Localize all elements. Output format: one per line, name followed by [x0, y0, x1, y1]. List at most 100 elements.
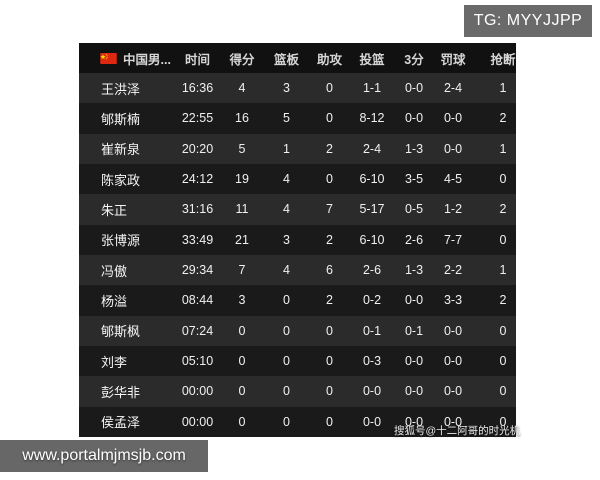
col-header-fg: 投篮	[359, 52, 385, 67]
table-row[interactable]: 郇斯楠 22:55 16 5 0 8-12 0-0 0-0 2	[79, 103, 516, 134]
assists-cell: 6	[326, 263, 333, 278]
time-cell: 08:44	[181, 293, 214, 308]
fg-cell: 0-0	[362, 384, 382, 399]
time-cell: 07:24	[181, 323, 214, 338]
rebounds-cell: 1	[283, 141, 290, 156]
table-row[interactable]: 彭华非 00:00 0 0 0 0-0 0-0 0-0 0	[79, 376, 516, 407]
ft-cell: 3-3	[443, 293, 463, 308]
table-row[interactable]: 张博源 33:49 21 3 2 6-10 2-6 7-7 0	[79, 224, 516, 255]
player-name-cell: 崔新泉	[101, 142, 141, 158]
3pt-cell: 0-0	[404, 293, 424, 308]
points-cell: 5	[238, 141, 246, 156]
ft-cell: 4-5	[443, 172, 463, 187]
fg-cell: 6-10	[359, 172, 385, 187]
col-header-assists: 助攻	[316, 52, 342, 67]
rebounds-cell: 4	[283, 263, 290, 278]
ft-cell: 0-0	[443, 111, 463, 126]
player-name-cell: 朱正	[101, 202, 128, 218]
assists-cell: 2	[326, 232, 333, 247]
player-name-cell: 彭华非	[101, 384, 141, 400]
rebounds-cell: 0	[283, 323, 290, 338]
tg-watermark-badge: TG: MYYJJPP	[464, 5, 592, 37]
team-header-cell: 中国男...	[79, 49, 175, 68]
fg-cell: 5-17	[359, 202, 385, 217]
rebounds-cell: 0	[283, 293, 290, 308]
3pt-cell: 0-1	[404, 323, 424, 338]
time-cell: 33:49	[181, 232, 214, 247]
points-cell: 11	[235, 202, 249, 217]
steals-cell: 2	[499, 202, 507, 217]
fg-cell: 6-10	[359, 232, 385, 247]
ft-cell: 0-0	[443, 141, 463, 156]
table-row[interactable]: 陈家政 24:12 19 4 0 6-10 3-5 4-5 0	[79, 163, 516, 195]
assists-cell: 0	[326, 111, 333, 126]
tg-watermark-label: TG: MYYJJPP	[473, 12, 583, 29]
assists-cell: 0	[326, 172, 333, 187]
table-row[interactable]: 杨溢 08:44 3 0 2 0-2 0-0 3-3 2	[79, 285, 516, 316]
time-cell: 20:20	[181, 141, 214, 156]
points-cell: 4	[238, 81, 246, 96]
steals-cell: 2	[499, 293, 507, 308]
table-row[interactable]: 刘李 05:10 0 0 0 0-3 0-0 0-0 0	[79, 345, 516, 377]
3pt-cell: 1-3	[404, 263, 424, 278]
ft-cell: 1-2	[443, 202, 463, 217]
ft-cell: 7-7	[443, 232, 463, 247]
rebounds-cell: 0	[283, 354, 290, 369]
fg-cell: 0-3	[362, 354, 382, 369]
col-header-ft: 罚球	[440, 52, 466, 67]
rebounds-cell: 0	[283, 414, 290, 429]
col-header-3pt: 3分	[404, 52, 424, 67]
steals-cell: 2	[499, 111, 507, 126]
player-name-cell: 张博源	[101, 233, 141, 249]
player-name-cell: 杨溢	[101, 293, 128, 309]
col-header-rebounds: 篮板	[273, 52, 299, 67]
points-cell: 0	[238, 384, 246, 399]
player-name-cell: 郇斯楠	[101, 111, 141, 127]
fg-cell: 8-12	[359, 111, 385, 126]
steals-cell: 0	[499, 323, 507, 338]
3pt-cell: 3-5	[404, 172, 424, 187]
assists-cell: 0	[326, 354, 333, 369]
table-header-row: 中国男... 时间 得分 篮板 助攻 投篮 3分 罚球 抢断	[79, 43, 516, 73]
time-cell: 00:00	[181, 414, 214, 429]
table-row[interactable]: 郇斯枫 07:24 0 0 0 0-1 0-1 0-0 0	[79, 315, 516, 346]
player-name-cell: 侯孟泽	[101, 415, 141, 431]
rebounds-cell: 3	[283, 232, 290, 247]
points-cell: 0	[238, 323, 246, 338]
table-row[interactable]: 王洪泽 16:36 4 3 0 1-1 0-0 2-4 1	[79, 73, 516, 104]
steals-cell: 1	[499, 263, 507, 278]
url-watermark-badge: www.portalmjmsjb.com	[0, 440, 208, 472]
3pt-cell: 0-0	[404, 111, 424, 126]
points-cell: 3	[238, 293, 246, 308]
time-cell: 22:55	[181, 111, 214, 126]
time-cell: 24:12	[181, 172, 214, 187]
player-name-cell: 王洪泽	[101, 81, 141, 97]
ft-cell: 0-0	[443, 414, 463, 429]
table-row[interactable]: 侯孟泽 00:00 0 0 0 0-0 0-0 0-0 0	[79, 406, 516, 437]
table-row[interactable]: 崔新泉 20:20 5 1 2 2-4 1-3 0-0 1	[79, 133, 516, 164]
3pt-cell: 0-0	[404, 354, 424, 369]
player-name-cell: 刘李	[101, 354, 128, 370]
assists-cell: 2	[326, 293, 333, 308]
team-name-label: 中国男...	[123, 52, 171, 67]
fg-cell: 2-4	[362, 141, 382, 156]
3pt-cell: 0-0	[404, 414, 424, 429]
rebounds-cell: 4	[283, 172, 290, 187]
table-row[interactable]: 冯傲 29:34 7 4 6 2-6 1-3 2-2 1	[79, 254, 516, 286]
assists-cell: 7	[326, 202, 333, 217]
player-name-cell: 陈家政	[101, 172, 141, 188]
steals-cell: 0	[499, 414, 507, 429]
table-row[interactable]: 朱正 31:16 11 4 7 5-17 0-5 1-2 2	[79, 194, 516, 225]
ft-cell: 0-0	[443, 354, 463, 369]
col-header-steals: 抢断	[490, 52, 516, 67]
steals-cell: 1	[499, 141, 507, 156]
assists-cell: 0	[326, 81, 333, 96]
player-name-cell: 郇斯枫	[101, 324, 141, 340]
assists-cell: 2	[326, 141, 333, 156]
assists-cell: 0	[326, 414, 333, 429]
fg-cell: 0-0	[362, 414, 382, 429]
points-cell: 19	[235, 172, 249, 187]
rebounds-cell: 3	[283, 81, 290, 96]
assists-cell: 0	[326, 384, 333, 399]
steals-cell: 0	[499, 354, 507, 369]
